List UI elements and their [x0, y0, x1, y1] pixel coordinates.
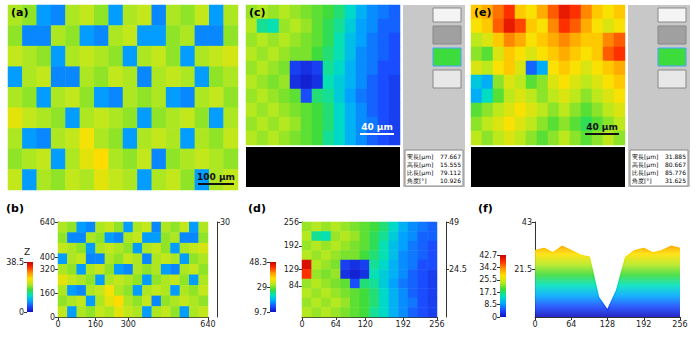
svg-text:9.7: 9.7 [254, 308, 267, 317]
svg-text:17.1: 17.1 [479, 288, 497, 297]
svg-text:256: 256 [672, 320, 687, 329]
svg-text:31.625: 31.625 [665, 177, 686, 184]
svg-text:(a): (a) [11, 6, 28, 19]
svg-text:40 μm: 40 μm [361, 122, 393, 132]
svg-text:0: 0 [492, 313, 497, 322]
svg-text:64: 64 [566, 320, 576, 329]
svg-text:0: 0 [19, 308, 24, 317]
svg-text:(f): (f) [478, 202, 493, 215]
svg-text:320: 320 [40, 265, 55, 274]
svg-text:48.3: 48.3 [249, 258, 267, 267]
svg-text:25.5: 25.5 [479, 275, 497, 284]
svg-text:400: 400 [40, 253, 55, 262]
svg-text:29: 29 [257, 283, 267, 292]
svg-text:比長[μm]: 比長[μm] [632, 169, 658, 177]
svg-text:640: 640 [200, 320, 215, 329]
svg-text:0: 0 [55, 320, 60, 329]
svg-text:79.112: 79.112 [440, 169, 461, 176]
svg-text:Z: Z [24, 247, 30, 257]
svg-text:300: 300 [121, 320, 136, 329]
svg-text:0: 0 [532, 320, 537, 329]
svg-text:129: 129 [284, 265, 299, 274]
svg-text:10.926: 10.926 [440, 177, 461, 184]
svg-text:角度[°]: 角度[°] [632, 177, 652, 184]
svg-text:31.885: 31.885 [665, 153, 686, 160]
svg-text:実長[μm]: 実長[μm] [407, 153, 433, 161]
svg-text:15.555: 15.555 [440, 161, 461, 168]
svg-text:84: 84 [289, 281, 299, 290]
svg-text:角度[°]: 角度[°] [407, 177, 427, 184]
svg-text:24.5: 24.5 [449, 265, 467, 274]
svg-text:34.2: 34.2 [479, 263, 497, 272]
svg-text:256: 256 [429, 320, 444, 329]
svg-text:80.667: 80.667 [665, 161, 686, 168]
svg-text:実長[μm]: 実長[μm] [632, 153, 658, 161]
svg-text:高長[μm]: 高長[μm] [632, 161, 658, 169]
svg-text:192: 192 [396, 320, 411, 329]
svg-text:43: 43 [522, 218, 532, 227]
svg-text:21.5: 21.5 [514, 265, 532, 274]
svg-text:40 μm: 40 μm [586, 122, 618, 132]
svg-text:100 μm: 100 μm [197, 172, 235, 182]
svg-text:160: 160 [40, 289, 55, 298]
svg-text:(c): (c) [249, 6, 266, 19]
svg-text:0: 0 [299, 320, 304, 329]
svg-text:0: 0 [50, 313, 55, 322]
svg-text:(e): (e) [474, 6, 492, 19]
svg-text:120: 120 [358, 320, 373, 329]
svg-text:38.5: 38.5 [6, 258, 24, 267]
svg-text:49: 49 [449, 218, 459, 227]
svg-text:256: 256 [284, 218, 299, 227]
svg-text:77.667: 77.667 [440, 153, 461, 160]
svg-text:42.7: 42.7 [479, 251, 497, 260]
svg-text:640: 640 [40, 218, 55, 227]
svg-text:8.5: 8.5 [484, 300, 497, 309]
svg-text:30: 30 [220, 218, 230, 227]
svg-text:高長[μm]: 高長[μm] [407, 161, 433, 169]
svg-text:比長[μm]: 比長[μm] [407, 169, 433, 177]
svg-text:85.776: 85.776 [665, 169, 686, 176]
svg-text:(b): (b) [6, 202, 24, 215]
svg-text:192: 192 [284, 241, 299, 250]
svg-text:160: 160 [88, 320, 103, 329]
svg-text:64: 64 [331, 320, 341, 329]
svg-text:(d): (d) [248, 202, 266, 215]
svg-text:128: 128 [600, 320, 615, 329]
svg-text:192: 192 [636, 320, 651, 329]
